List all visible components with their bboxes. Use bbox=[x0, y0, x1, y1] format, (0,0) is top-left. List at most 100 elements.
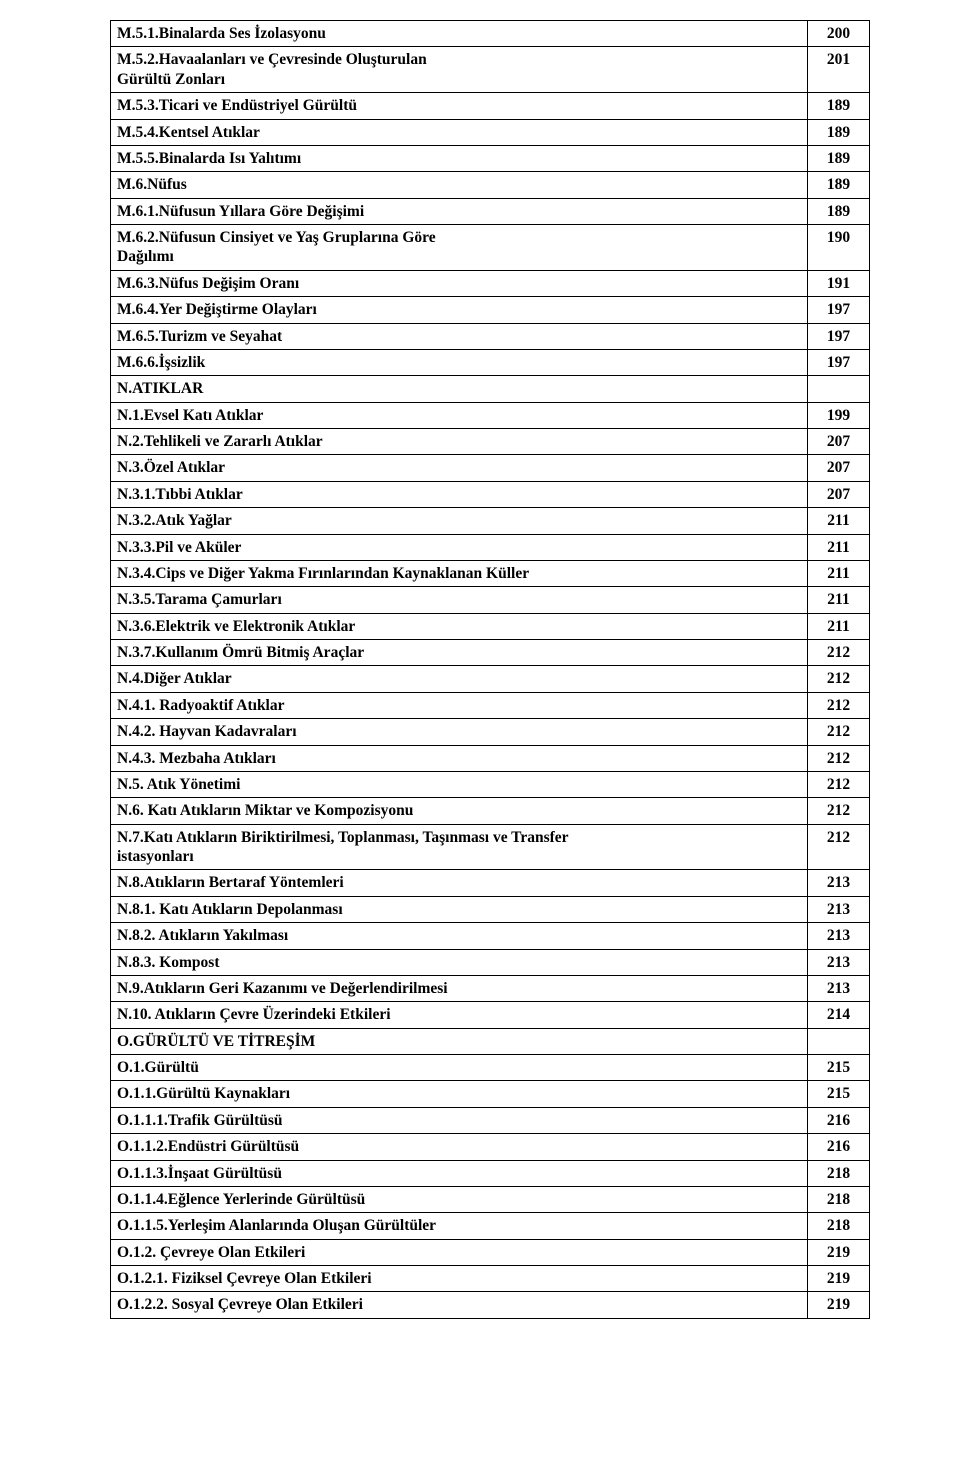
table-row: N.3.Özel Atıklar207 bbox=[111, 455, 870, 481]
table-row: N.3.1.Tıbbi Atıklar207 bbox=[111, 481, 870, 507]
table-row: N.9.Atıkların Geri Kazanımı ve Değerlend… bbox=[111, 975, 870, 1001]
toc-page: 219 bbox=[808, 1239, 870, 1265]
toc-page: 211 bbox=[808, 534, 870, 560]
toc-page: 191 bbox=[808, 270, 870, 296]
toc-label: N.3.7.Kullanım Ömrü Bitmiş Araçlar bbox=[111, 640, 808, 666]
toc-page: 201 bbox=[808, 47, 870, 93]
toc-page: 207 bbox=[808, 455, 870, 481]
toc-page: 216 bbox=[808, 1107, 870, 1133]
toc-page: 189 bbox=[808, 198, 870, 224]
toc-label: O.1.2.2. Sosyal Çevreye Olan Etkileri bbox=[111, 1292, 808, 1318]
toc-page: 207 bbox=[808, 481, 870, 507]
toc-label: N.4.1. Radyoaktif Atıklar bbox=[111, 692, 808, 718]
toc-page: 211 bbox=[808, 508, 870, 534]
toc-page: 207 bbox=[808, 429, 870, 455]
toc-label: M.6.5.Turizm ve Seyahat bbox=[111, 323, 808, 349]
toc-page: 189 bbox=[808, 119, 870, 145]
toc-page: 213 bbox=[808, 896, 870, 922]
table-row: N.8.3. Kompost213 bbox=[111, 949, 870, 975]
table-row: N.ATIKLAR bbox=[111, 376, 870, 402]
toc-table: M.5.1.Binalarda Ses İzolasyonu200M.5.2.H… bbox=[110, 20, 870, 1319]
table-row: M.6.4.Yer Değiştirme Olayları197 bbox=[111, 297, 870, 323]
toc-label: N.3.2.Atık Yağlar bbox=[111, 508, 808, 534]
toc-label: O.1.2. Çevreye Olan Etkileri bbox=[111, 1239, 808, 1265]
toc-page bbox=[808, 376, 870, 402]
toc-label: N.8.2. Atıkların Yakılması bbox=[111, 923, 808, 949]
toc-page: 189 bbox=[808, 145, 870, 171]
table-row: M.6.3.Nüfus Değişim Oranı191 bbox=[111, 270, 870, 296]
toc-page: 197 bbox=[808, 297, 870, 323]
toc-page: 218 bbox=[808, 1160, 870, 1186]
table-row: N.4.2. Hayvan Kadavraları212 bbox=[111, 719, 870, 745]
toc-label: O.1.1.1.Trafik Gürültüsü bbox=[111, 1107, 808, 1133]
toc-label: M.5.4.Kentsel Atıklar bbox=[111, 119, 808, 145]
table-row: O.GÜRÜLTÜ VE TİTREŞİM bbox=[111, 1028, 870, 1054]
toc-label: N.4.3. Mezbaha Atıkları bbox=[111, 745, 808, 771]
toc-body: M.5.1.Binalarda Ses İzolasyonu200M.5.2.H… bbox=[111, 21, 870, 1319]
table-row: N.3.6.Elektrik ve Elektronik Atıklar211 bbox=[111, 613, 870, 639]
toc-label: N.4.2. Hayvan Kadavraları bbox=[111, 719, 808, 745]
toc-page: 189 bbox=[808, 93, 870, 119]
toc-page: 213 bbox=[808, 870, 870, 896]
table-row: M.6.1.Nüfusun Yıllara Göre Değişimi189 bbox=[111, 198, 870, 224]
toc-label: N.3.5.Tarama Çamurları bbox=[111, 587, 808, 613]
toc-label: M.5.2.Havaalanları ve Çevresinde Oluştur… bbox=[111, 47, 808, 93]
toc-page: 212 bbox=[808, 745, 870, 771]
toc-page: 212 bbox=[808, 771, 870, 797]
toc-page: 213 bbox=[808, 949, 870, 975]
toc-label: N.10. Atıkların Çevre Üzerindeki Etkiler… bbox=[111, 1002, 808, 1028]
toc-page: 215 bbox=[808, 1055, 870, 1081]
table-row: N.7.Katı Atıkların Biriktirilmesi, Topla… bbox=[111, 824, 870, 870]
table-row: O.1.2.1. Fiziksel Çevreye Olan Etkileri2… bbox=[111, 1266, 870, 1292]
toc-page: 214 bbox=[808, 1002, 870, 1028]
toc-label: M.5.3.Ticari ve Endüstriyel Gürültü bbox=[111, 93, 808, 119]
table-row: N.8.Atıkların Bertaraf Yöntemleri213 bbox=[111, 870, 870, 896]
toc-label: N.3.4.Cips ve Diğer Yakma Fırınlarından … bbox=[111, 560, 808, 586]
toc-page: 212 bbox=[808, 640, 870, 666]
toc-label: O.1.1.Gürültü Kaynakları bbox=[111, 1081, 808, 1107]
table-row: N.8.2. Atıkların Yakılması213 bbox=[111, 923, 870, 949]
toc-page: 197 bbox=[808, 323, 870, 349]
table-row: M.6.Nüfus189 bbox=[111, 172, 870, 198]
toc-label: N.8.Atıkların Bertaraf Yöntemleri bbox=[111, 870, 808, 896]
toc-label: O.GÜRÜLTÜ VE TİTREŞİM bbox=[111, 1028, 808, 1054]
table-row: N.3.4.Cips ve Diğer Yakma Fırınlarından … bbox=[111, 560, 870, 586]
table-row: M.6.6.İşsizlik197 bbox=[111, 349, 870, 375]
toc-page: 200 bbox=[808, 21, 870, 47]
table-row: N.4.Diğer Atıklar212 bbox=[111, 666, 870, 692]
toc-label: O.1.1.4.Eğlence Yerlerinde Gürültüsü bbox=[111, 1186, 808, 1212]
toc-label: N.ATIKLAR bbox=[111, 376, 808, 402]
table-row: O.1.1.3.İnşaat Gürültüsü218 bbox=[111, 1160, 870, 1186]
toc-page: 199 bbox=[808, 402, 870, 428]
table-row: N.3.3.Pil ve Aküler211 bbox=[111, 534, 870, 560]
toc-page bbox=[808, 1028, 870, 1054]
toc-page: 211 bbox=[808, 587, 870, 613]
table-row: N.2.Tehlikeli ve Zararlı Atıklar207 bbox=[111, 429, 870, 455]
table-row: N.4.3. Mezbaha Atıkları212 bbox=[111, 745, 870, 771]
toc-label: N.3.Özel Atıklar bbox=[111, 455, 808, 481]
toc-label: O.1.2.1. Fiziksel Çevreye Olan Etkileri bbox=[111, 1266, 808, 1292]
toc-page: 215 bbox=[808, 1081, 870, 1107]
toc-page: 213 bbox=[808, 923, 870, 949]
table-row: O.1.2. Çevreye Olan Etkileri219 bbox=[111, 1239, 870, 1265]
table-row: N.1.Evsel Katı Atıklar199 bbox=[111, 402, 870, 428]
toc-label: M.5.5.Binalarda Isı Yalıtımı bbox=[111, 145, 808, 171]
toc-page: 212 bbox=[808, 692, 870, 718]
table-row: O.1.1.5.Yerleşim Alanlarında Oluşan Gürü… bbox=[111, 1213, 870, 1239]
toc-page: 218 bbox=[808, 1186, 870, 1212]
toc-label: O.1.Gürültü bbox=[111, 1055, 808, 1081]
toc-page: 212 bbox=[808, 824, 870, 870]
toc-label: N.1.Evsel Katı Atıklar bbox=[111, 402, 808, 428]
table-row: N.3.5.Tarama Çamurları211 bbox=[111, 587, 870, 613]
table-row: M.5.2.Havaalanları ve Çevresinde Oluştur… bbox=[111, 47, 870, 93]
table-row: O.1.1.4.Eğlence Yerlerinde Gürültüsü218 bbox=[111, 1186, 870, 1212]
toc-page: 212 bbox=[808, 798, 870, 824]
toc-label: N.5. Atık Yönetimi bbox=[111, 771, 808, 797]
toc-label: M.6.2.Nüfusun Cinsiyet ve Yaş Gruplarına… bbox=[111, 225, 808, 271]
toc-label: M.6.6.İşsizlik bbox=[111, 349, 808, 375]
toc-label: M.6.1.Nüfusun Yıllara Göre Değişimi bbox=[111, 198, 808, 224]
table-row: M.5.1.Binalarda Ses İzolasyonu200 bbox=[111, 21, 870, 47]
table-row: N.4.1. Radyoaktif Atıklar212 bbox=[111, 692, 870, 718]
table-row: N.6. Katı Atıkların Miktar ve Kompozisyo… bbox=[111, 798, 870, 824]
toc-label: N.6. Katı Atıkların Miktar ve Kompozisyo… bbox=[111, 798, 808, 824]
